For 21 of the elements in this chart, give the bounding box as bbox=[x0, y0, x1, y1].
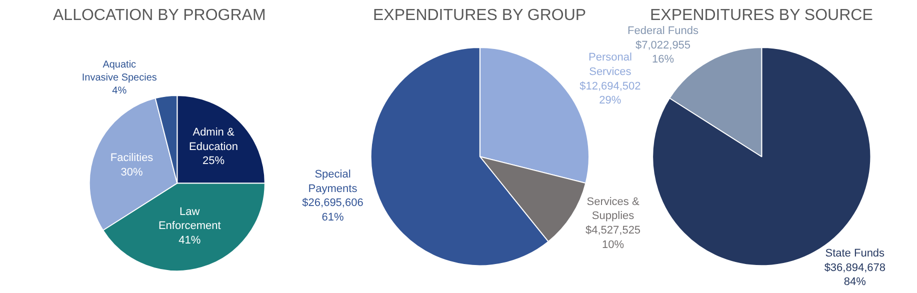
slice-label: Special Payments bbox=[308, 168, 358, 195]
slice-label: State Funds bbox=[825, 248, 886, 260]
slice-label: Aquatic Invasive Species bbox=[82, 59, 157, 84]
slice-label: Services & Supplies bbox=[586, 196, 640, 222]
chart-title: EXPENDITURES BY SOURCE bbox=[650, 7, 873, 24]
data-label: $4,527,525 10% bbox=[585, 224, 641, 251]
data-label: $26,695,606 61% bbox=[302, 197, 364, 224]
slice-label: Law Enforcement bbox=[158, 206, 221, 232]
slice-label: Facilities bbox=[110, 152, 154, 164]
data-label: 25% bbox=[202, 155, 225, 168]
slice-label: Admin & Education bbox=[189, 126, 238, 153]
slice-label: Federal Funds bbox=[628, 25, 699, 38]
slice-label: Personal Services bbox=[588, 52, 632, 78]
data-label: 30% bbox=[120, 166, 144, 179]
chart-title: ALLOCATION BY PROGRAM bbox=[53, 7, 266, 24]
chart-title: EXPENDITURES BY GROUP bbox=[373, 7, 586, 24]
data-label: $12,694,502 29% bbox=[580, 80, 641, 107]
data-label: 41% bbox=[178, 234, 201, 247]
data-label: $36,894,678 84% bbox=[824, 262, 886, 288]
data-label: 4% bbox=[112, 85, 127, 96]
data-label: $7,022,955 16% bbox=[635, 39, 691, 66]
